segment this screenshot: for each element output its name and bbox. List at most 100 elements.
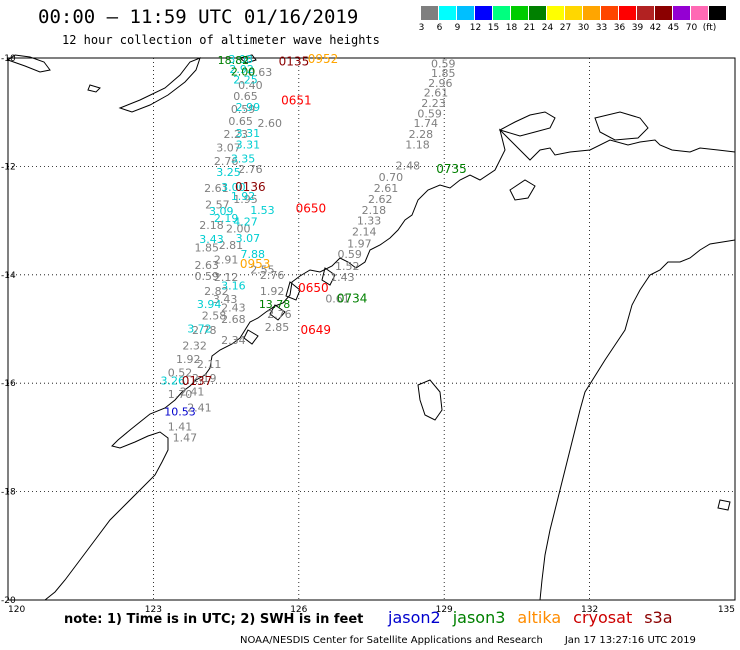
swh-value: 2.68 <box>221 313 246 326</box>
swh-value: 3.43 <box>213 293 238 306</box>
colorbar-label: 21 <box>523 23 536 33</box>
swh-value: 0.59 <box>431 57 456 70</box>
swh-value: 2.41 <box>180 385 205 398</box>
colorbar-swatch <box>493 6 510 20</box>
swh-value: 1.74 <box>414 117 439 130</box>
swh-value: 2.23 <box>224 128 249 141</box>
colorbar-label: 24 <box>541 23 554 33</box>
colorbar-swatch <box>547 6 564 20</box>
swh-value: 2.82 <box>204 285 229 298</box>
swh-tracks: 0.591.852.962.612.230.591.742.281.182.48… <box>161 53 456 444</box>
swh-value: 0.65 <box>228 115 253 128</box>
colorbar-label: 30 <box>577 23 590 33</box>
colorbar-label: 39 <box>631 23 644 33</box>
swh-value: 18.82 <box>218 54 250 67</box>
pass-time-label: 0136 <box>235 180 266 194</box>
x-tick-label: 126 <box>290 605 307 615</box>
swh-value: 3.31 <box>236 139 261 152</box>
colorbar-swatch <box>457 6 474 20</box>
colorbar-swatch <box>709 6 726 20</box>
swh-value: 2.55 <box>250 263 275 276</box>
swh-value: 0.59 <box>337 248 362 261</box>
swh-value: 2.32 <box>182 339 207 352</box>
swh-value: 0.70 <box>379 171 404 184</box>
swh-value: 3.07 <box>216 141 241 154</box>
pass-time-label: 0650 <box>298 281 329 295</box>
swh-value: 3.31 <box>236 127 261 140</box>
generation-timestamp: Jan 17 13:27:16 UTC 2019 <box>564 635 696 646</box>
swh-value: 0.65 <box>233 90 258 103</box>
swh-value: 1.33 <box>357 215 382 228</box>
swh-value: 2.19 <box>192 372 217 385</box>
coastline-islands-east <box>417 379 443 421</box>
coastline-bathurst-island <box>594 111 649 141</box>
swh-value: 1.52 <box>335 260 360 273</box>
satellite-legend: jason2 jason3 altika cryosat s3a <box>388 608 685 627</box>
swh-value: 1.92 <box>260 285 285 298</box>
swh-value: 3.94 <box>197 298 222 311</box>
colorbar-swatch <box>673 6 690 20</box>
swh-value: 2.81 <box>219 239 244 252</box>
pass-time-label: 0135 <box>279 54 310 68</box>
y-tick-label: -12 <box>1 162 16 172</box>
satellite-legend-altika: altika <box>517 608 562 627</box>
swh-value: 1.47 <box>173 431 198 444</box>
swh-value: 2.91 <box>214 254 239 267</box>
swh-value: 2.60 <box>257 117 282 130</box>
swh-value: 1.85 <box>194 242 219 255</box>
swh-value: 2.92 <box>229 63 254 76</box>
satellite-legend-jason2: jason2 <box>388 608 441 627</box>
swh-value: 2.99 <box>236 101 261 114</box>
colorbar-swatch <box>601 6 618 20</box>
colorbar-swatch <box>439 6 456 20</box>
coastline-gulf-inner <box>539 239 736 601</box>
swh-value: 3.07 <box>236 232 261 245</box>
coastline-northern-territory <box>44 128 736 601</box>
swh-value: 4.27 <box>233 216 258 229</box>
map-title: 00:00 – 11:59 UTC 01/16/2019 <box>38 6 359 28</box>
colorbar-swatch <box>475 6 492 20</box>
pass-time-label: 0952 <box>308 52 339 66</box>
colorbar-label: 33 <box>595 23 608 33</box>
colorbar-swatch <box>529 6 546 20</box>
pass-time-label: 0137 <box>182 374 213 388</box>
swh-value: 0.40 <box>238 79 263 92</box>
y-tick-label: -14 <box>1 271 16 281</box>
swh-value: 3.16 <box>221 280 246 293</box>
swh-value: 2.34 <box>221 334 246 347</box>
y-tick-label: -20 <box>1 596 16 606</box>
satellite-legend-s3a: s3a <box>644 608 673 627</box>
swh-value: 2.41 <box>187 402 212 415</box>
y-tick-label: -10 <box>1 54 16 64</box>
x-tick-label: 132 <box>581 605 598 615</box>
swh-value: 1.43 <box>330 271 355 284</box>
colorbar-swatch <box>583 6 600 20</box>
swh-value: 1.92 <box>231 190 256 203</box>
colorbar-swatch <box>511 6 528 20</box>
swh-value: 2.96 <box>428 77 453 90</box>
colorbar-swatch <box>565 6 582 20</box>
coastline-timor-east <box>118 57 201 113</box>
map-credit: NOAA/NESDIS Center for Satellite Applica… <box>240 635 696 646</box>
coastline-timor-west <box>6 54 51 73</box>
swh-value: 2.63 <box>194 259 219 272</box>
colorbar-label: 70 <box>685 23 698 33</box>
swh-value: 2.43 <box>221 301 246 314</box>
swh-value: 2.48 <box>396 159 421 172</box>
coastline-kimberley-bays <box>243 267 336 345</box>
swh-value: 2.25 <box>233 74 258 87</box>
colorbar-swatch <box>619 6 636 20</box>
swh-value: 3.72 <box>187 322 212 335</box>
swh-value: 2.76 <box>214 155 239 168</box>
swh-value: 2.00 <box>231 66 256 79</box>
x-tick-label: 123 <box>145 605 162 615</box>
swh-value: 2.00 <box>226 223 251 236</box>
y-tick-label: -18 <box>1 488 16 498</box>
colorbar-label: 6 <box>436 23 443 33</box>
swh-value: 2.14 <box>352 225 377 238</box>
colorbar-label: 3 <box>418 23 425 33</box>
pass-time-label: 0650 <box>296 202 327 216</box>
y-tick-label: -16 <box>1 379 16 389</box>
